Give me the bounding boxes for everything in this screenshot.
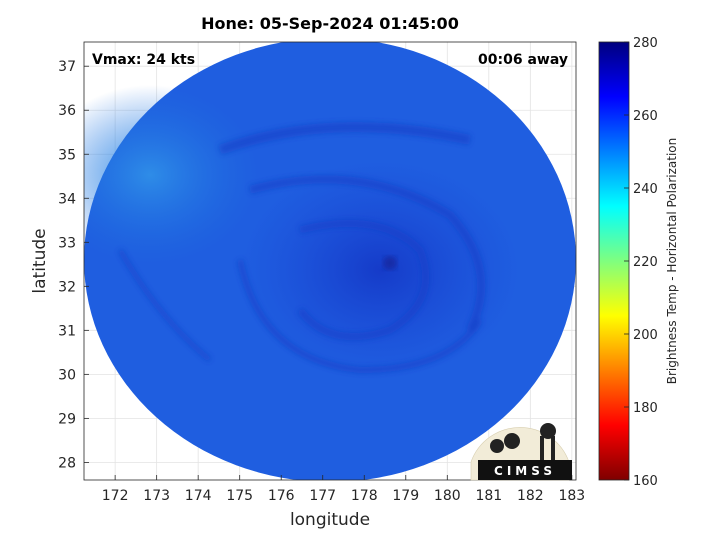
water-tower-icon bbox=[540, 423, 556, 439]
x-tick-label: 174 bbox=[185, 488, 212, 504]
colorbar-tick-label: 220 bbox=[633, 255, 658, 270]
y-tick-label: 36 bbox=[58, 103, 76, 119]
x-tick-label: 172 bbox=[102, 488, 129, 504]
cimss-logo: CIMSS bbox=[470, 423, 572, 481]
colorbar-tick-label: 240 bbox=[633, 182, 658, 197]
y-tick-label: 32 bbox=[58, 279, 76, 295]
colorbar-tick-label: 200 bbox=[633, 328, 658, 343]
x-tick-label: 175 bbox=[226, 488, 253, 504]
y-tick-label: 35 bbox=[58, 147, 76, 163]
x-tick-label: 173 bbox=[143, 488, 170, 504]
x-tick-label: 176 bbox=[268, 488, 295, 504]
colorbar-tick-label: 280 bbox=[633, 36, 658, 51]
satellite-dish-icon bbox=[490, 439, 504, 453]
x-tick-label: 183 bbox=[558, 488, 585, 504]
warm-region-northwest bbox=[84, 85, 260, 265]
swath-layer bbox=[84, 42, 576, 480]
time-away-label: 00:06 away bbox=[478, 52, 568, 68]
y-tick-label: 33 bbox=[58, 235, 76, 251]
y-tick-label: 37 bbox=[58, 59, 76, 75]
y-axis-label: latitude bbox=[30, 228, 50, 294]
axis-ticks: 172 173 174 175 176 177 178 179 180 181 182 183 28 29… bbox=[58, 59, 585, 504]
x-tick-label: 179 bbox=[392, 488, 419, 504]
y-tick-label: 31 bbox=[58, 323, 76, 339]
x-tick-label: 177 bbox=[309, 488, 336, 504]
colorbar-tick-label: 260 bbox=[633, 109, 658, 124]
rainbands bbox=[117, 122, 486, 374]
logo-text: CIMSS bbox=[494, 464, 556, 478]
x-tick-label: 178 bbox=[351, 488, 378, 504]
x-axis-label: longitude bbox=[289, 510, 371, 530]
colorbar-tick-label: 160 bbox=[633, 474, 658, 489]
y-tick-label: 34 bbox=[58, 191, 76, 207]
x-tick-label: 182 bbox=[517, 488, 544, 504]
colorbar-tick-label: 180 bbox=[633, 401, 658, 416]
y-tick-label: 28 bbox=[58, 455, 76, 471]
chart-title: Hone: 05-Sep-2024 01:45:00 bbox=[201, 14, 459, 33]
y-tick-label: 30 bbox=[58, 367, 76, 383]
storm-center-mark bbox=[383, 256, 397, 270]
colorbar-label: Brightness Temp - Horizontal Polarizatio… bbox=[665, 137, 679, 385]
colorbar-ticks: 160 180 200 220 240 260 280 bbox=[624, 36, 658, 489]
x-tick-label: 180 bbox=[434, 488, 461, 504]
plot-frame bbox=[83, 41, 577, 481]
x-tick-label: 181 bbox=[475, 488, 502, 504]
vmax-label: Vmax: 24 kts bbox=[92, 52, 196, 68]
y-tick-label: 29 bbox=[58, 411, 76, 427]
